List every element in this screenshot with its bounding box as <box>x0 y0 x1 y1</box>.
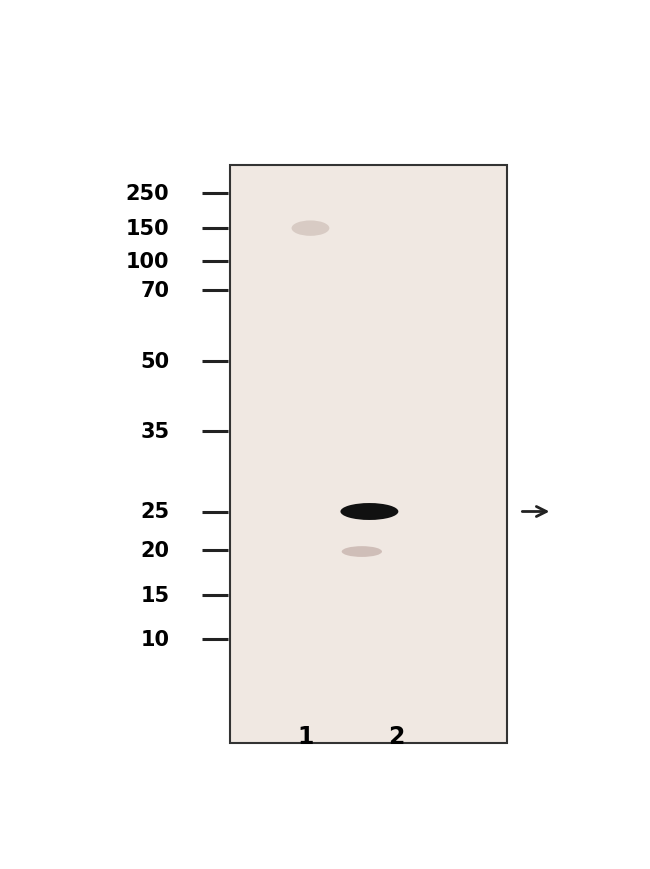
Text: 15: 15 <box>140 585 170 605</box>
Ellipse shape <box>292 222 330 236</box>
Text: 35: 35 <box>140 422 170 442</box>
Text: 100: 100 <box>126 252 170 272</box>
Ellipse shape <box>342 547 382 557</box>
Text: 70: 70 <box>140 281 170 301</box>
Text: 20: 20 <box>140 541 170 561</box>
Text: 50: 50 <box>140 352 170 372</box>
Text: 2: 2 <box>388 725 404 748</box>
Text: 250: 250 <box>126 184 170 204</box>
Text: 25: 25 <box>140 502 170 522</box>
Bar <box>230 166 507 743</box>
Text: 150: 150 <box>126 219 170 239</box>
Text: 1: 1 <box>297 725 313 748</box>
Ellipse shape <box>341 503 398 521</box>
Text: 10: 10 <box>140 629 170 649</box>
